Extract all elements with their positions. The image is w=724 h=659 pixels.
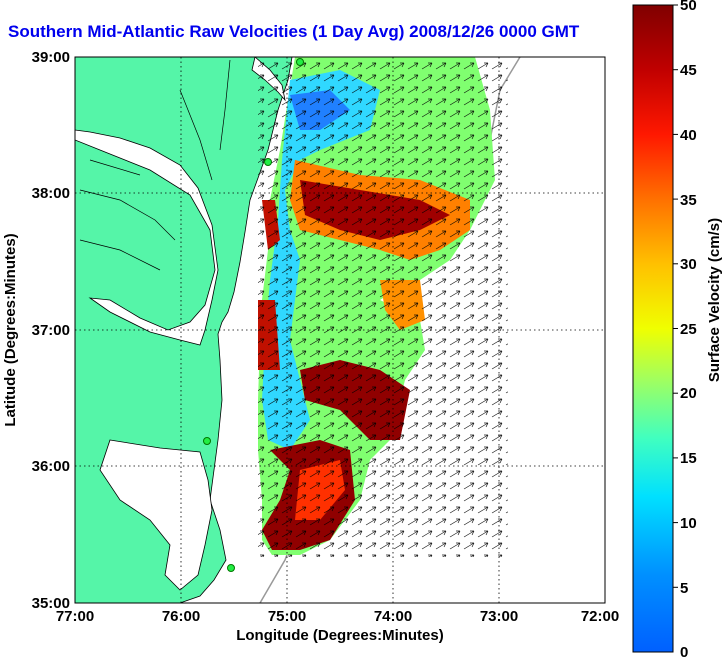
station-marker: [296, 58, 304, 66]
x-tick: 75:00: [268, 608, 306, 625]
y-tick: 36:00: [32, 458, 70, 475]
colorbar-tick-labels: 50 45 40 35 30 25 20 15 10 5 0: [680, 0, 697, 659]
colorbar-ticks: [673, 4, 678, 588]
colorbar-tick: 15: [680, 450, 697, 467]
x-axis-label: Longitude (Degrees:Minutes): [236, 627, 444, 644]
y-tick: 35:00: [32, 595, 70, 612]
colorbar: [632, 4, 674, 653]
y-tick-labels: 39:00 38:00 37:00 36:00 35:00: [32, 49, 70, 612]
station-marker: [264, 158, 272, 166]
colorbar-tick: 20: [680, 385, 697, 402]
chesapeake-bay: [75, 129, 219, 346]
y-tick: 37:00: [32, 322, 70, 339]
x-tick: 77:00: [56, 608, 94, 625]
colorbar-tick: 10: [680, 515, 697, 532]
x-tick: 76:00: [162, 608, 200, 625]
y-tick: 38:00: [32, 185, 70, 202]
x-tick: 72:00: [581, 608, 619, 625]
y-axis-label: Latitude (Degrees:Minutes): [2, 233, 19, 426]
grid-lines: [75, 57, 605, 603]
colorbar-tick: 25: [680, 321, 697, 338]
x-tick-labels: 77:00 76:00 75:00 74:00 73:00 72:00: [56, 608, 619, 625]
colorbar-tick: 35: [680, 192, 697, 209]
pamlico-sound: [99, 439, 213, 591]
colorbar-tick: 45: [680, 62, 697, 79]
x-tick: 73:00: [480, 608, 518, 625]
map-title: Southern Mid-Atlantic Raw Velocities (1 …: [8, 22, 580, 41]
colorbar-tick: 30: [680, 256, 697, 273]
radar-stations: [203, 58, 304, 572]
bay-rivers: [79, 59, 231, 271]
colorbar-tick: 40: [680, 127, 697, 144]
colorbar-label: Surface Velocity (cm/s): [706, 218, 723, 382]
station-marker: [227, 564, 235, 572]
x-tick: 74:00: [374, 608, 412, 625]
station-marker: [203, 437, 211, 445]
colorbar-tick: 5: [680, 580, 688, 597]
colorbar-tick: 50: [680, 0, 697, 14]
plot-frame: [74, 56, 606, 604]
velocity-field: [258, 57, 508, 557]
y-tick: 39:00: [32, 49, 70, 66]
colorbar-tick: 0: [680, 644, 688, 659]
